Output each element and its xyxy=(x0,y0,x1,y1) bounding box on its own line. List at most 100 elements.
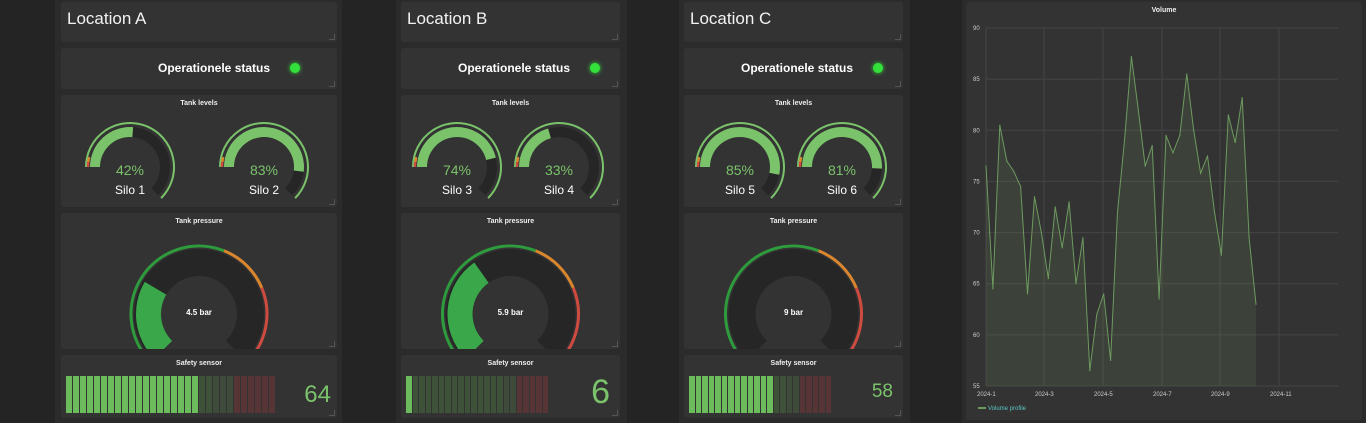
volume-point xyxy=(1248,237,1250,239)
resize-grip[interactable] xyxy=(612,410,618,416)
volume-point xyxy=(1241,96,1243,99)
safety-sensor-card: Safety sensor 6 xyxy=(401,355,620,418)
y-tick-label: 90 xyxy=(973,26,980,32)
sensor-segment xyxy=(497,376,503,413)
sensor-segment xyxy=(157,376,163,413)
tank-pressure-title: Tank pressure xyxy=(175,218,223,225)
resize-grip[interactable] xyxy=(329,199,335,205)
resize-grip[interactable] xyxy=(329,341,335,347)
location-title-card: Location A xyxy=(61,2,337,42)
sensor-segment xyxy=(87,376,93,413)
resize-grip[interactable] xyxy=(895,81,901,87)
volume-point xyxy=(992,288,994,290)
volume-point xyxy=(1151,145,1153,147)
status-label: Operationele status xyxy=(158,61,271,75)
volume-point xyxy=(1206,155,1209,157)
location-title: Location C xyxy=(690,9,772,28)
resize-grip[interactable] xyxy=(895,34,901,40)
sensor-segment xyxy=(206,376,212,413)
sensor-segment xyxy=(255,376,261,413)
resize-grip[interactable] xyxy=(895,341,901,347)
sensor-segment xyxy=(536,376,542,413)
sensor-segment xyxy=(760,376,766,413)
volume-point xyxy=(1054,206,1056,208)
x-tick-label: 2024-7 xyxy=(1153,392,1172,398)
tank-pressure-card: Tank pressure 9 bar xyxy=(684,213,903,349)
sensor-segment xyxy=(793,376,799,413)
volume-point xyxy=(1255,303,1257,305)
sensor-segment xyxy=(715,376,721,413)
resize-grip[interactable] xyxy=(895,410,901,416)
volume-point xyxy=(1006,160,1008,162)
safety-sensor-title: Safety sensor xyxy=(176,360,222,367)
resize-grip[interactable] xyxy=(329,410,335,416)
volume-point xyxy=(1020,185,1022,188)
sensor-segment xyxy=(458,376,464,413)
sensor-segment xyxy=(529,376,535,413)
pressure-gauge xyxy=(441,244,580,349)
sensor-segment xyxy=(825,376,831,413)
tank-pressure-card: Tank pressure 4.5 bar xyxy=(61,213,337,349)
volume-point xyxy=(1144,165,1146,167)
volume-point xyxy=(1213,211,1216,213)
sensor-segment xyxy=(542,376,548,413)
x-tick-label: 2024-11 xyxy=(1270,392,1292,398)
silo-level-value: 42% xyxy=(115,162,145,178)
sensor-segment xyxy=(747,376,753,413)
sensor-segment xyxy=(523,376,529,413)
sensor-segment xyxy=(432,376,438,413)
silo-level-value: 85% xyxy=(725,162,755,178)
silo-name: Silo 1 xyxy=(114,183,146,197)
volume-point xyxy=(1040,231,1042,234)
sensor-segment xyxy=(799,376,805,413)
volume-point xyxy=(1200,172,1202,174)
sensor-segment xyxy=(689,376,695,413)
sensor-segment xyxy=(108,376,114,413)
left-gutter xyxy=(0,0,55,423)
sensor-segment xyxy=(164,376,170,413)
volume-point xyxy=(1047,278,1049,280)
pressure-gauge xyxy=(129,244,269,349)
silo-gauge xyxy=(797,122,887,199)
volume-chart-card: Volume 90 85 80 75 70 65 60 55 2024-1 2024-3 2024-… xyxy=(966,2,1362,420)
silo-gauge xyxy=(412,122,502,199)
volume-point xyxy=(1130,56,1132,58)
tank-gauges xyxy=(85,122,309,199)
chart-title: Volume xyxy=(1151,7,1177,14)
status-label: Operationele status xyxy=(741,61,854,75)
sensor-segment xyxy=(695,376,701,413)
volume-point xyxy=(1068,201,1070,203)
resize-grip[interactable] xyxy=(329,81,335,87)
sensor-segment xyxy=(741,376,747,413)
tank-levels-card: Tank levels 74% Silo 3 33% Silo 4 xyxy=(401,95,620,207)
resize-grip[interactable] xyxy=(329,34,335,40)
resize-grip[interactable] xyxy=(612,341,618,347)
volume-point xyxy=(1096,313,1098,315)
tank-pressure-title: Tank pressure xyxy=(769,218,818,225)
pressure-value: 9 bar xyxy=(783,308,804,317)
silo-name: Silo 5 xyxy=(724,183,756,197)
silo-level-value: 83% xyxy=(249,162,279,178)
volume-point xyxy=(1103,293,1105,295)
sensor-segment xyxy=(248,376,254,413)
resize-grip[interactable] xyxy=(612,199,618,205)
legend-label: Volume profile xyxy=(988,406,1027,412)
resize-grip[interactable] xyxy=(612,81,618,87)
sensor-segment xyxy=(812,376,818,413)
resize-grip[interactable] xyxy=(895,199,901,205)
x-tick-label: 2024-5 xyxy=(1094,392,1113,398)
volume-point xyxy=(999,124,1001,126)
volume-point xyxy=(1061,247,1063,249)
sensor-segment xyxy=(708,376,714,413)
sensor-segment xyxy=(516,376,522,413)
sensor-segment xyxy=(477,376,483,413)
sensor-segment xyxy=(490,376,496,413)
safety-sensor-title: Safety sensor xyxy=(487,360,534,367)
tank-levels-card: Tank levels 85% Silo 5 81% Silo 6 xyxy=(684,95,903,207)
volume-point xyxy=(1123,139,1126,142)
sensor-bar xyxy=(66,376,275,413)
sensor-segment xyxy=(503,376,509,413)
resize-grip[interactable] xyxy=(612,34,618,40)
tank-gauges xyxy=(695,122,887,199)
y-tick-label: 80 xyxy=(973,128,980,134)
